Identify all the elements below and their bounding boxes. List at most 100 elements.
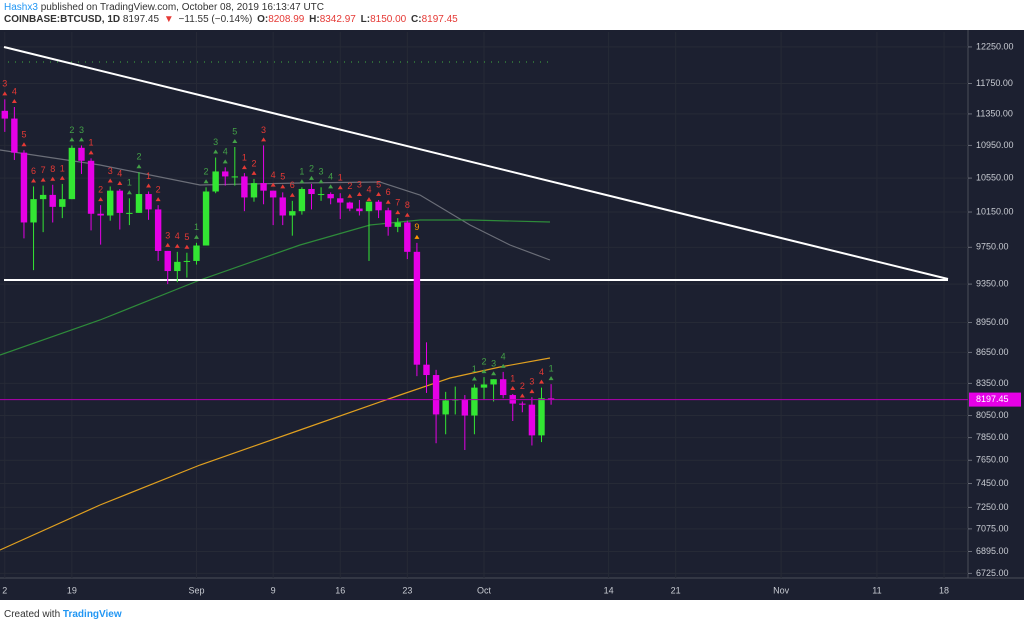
setup-count: 2 bbox=[309, 163, 314, 173]
y-tick-label: 11750.00 bbox=[976, 78, 1013, 88]
candle-body bbox=[164, 250, 171, 272]
setup-marker bbox=[251, 170, 257, 175]
candle-body bbox=[193, 245, 200, 261]
y-tick-label: 8950.00 bbox=[976, 317, 1009, 327]
candle-body bbox=[68, 147, 76, 200]
candle-body bbox=[202, 191, 210, 246]
setup-marker bbox=[50, 176, 56, 181]
setup-count: 4 bbox=[175, 231, 180, 241]
last-price-box bbox=[969, 392, 1021, 407]
setup-count: 1 bbox=[549, 364, 554, 374]
candle-body bbox=[222, 171, 229, 177]
arrow: ▼ bbox=[163, 14, 174, 25]
candle-body bbox=[327, 194, 334, 199]
x-tick-label: Nov bbox=[773, 585, 790, 595]
candle-body bbox=[183, 260, 191, 262]
setup-marker bbox=[174, 243, 180, 248]
candle-body bbox=[1, 110, 8, 119]
y-tick-label: 10550.00 bbox=[976, 172, 1014, 182]
candle-body bbox=[413, 251, 421, 365]
setup-count: 1 bbox=[472, 364, 477, 374]
setup-marker bbox=[548, 376, 554, 381]
setup-marker bbox=[107, 178, 113, 183]
setup-marker bbox=[40, 177, 46, 182]
candle-body bbox=[528, 404, 536, 436]
setup-marker bbox=[404, 212, 410, 217]
setup-marker bbox=[491, 371, 497, 376]
setup-count: 4 bbox=[271, 170, 276, 180]
setup-count: 7 bbox=[395, 197, 400, 207]
y-tick-label: 7075.00 bbox=[976, 523, 1009, 533]
setup-count: 3 bbox=[108, 166, 113, 176]
ma-orange bbox=[0, 357, 551, 551]
setup-count: 1 bbox=[242, 152, 247, 162]
x-tick-label: 23 bbox=[402, 585, 412, 595]
candle-body bbox=[423, 364, 430, 376]
x-tick-label: 9 bbox=[271, 585, 276, 595]
grid bbox=[0, 32, 968, 578]
candle-body bbox=[97, 213, 104, 216]
setup-count: 1 bbox=[127, 178, 132, 188]
setup-marker bbox=[280, 184, 286, 189]
setup-marker bbox=[318, 179, 324, 184]
y-tick-label: 7650.00 bbox=[976, 455, 1009, 465]
o: 8208.99 bbox=[268, 14, 305, 25]
setup-marker bbox=[31, 178, 37, 183]
setup-marker bbox=[241, 165, 247, 170]
candle-body bbox=[298, 188, 306, 212]
author[interactable]: Hashx3 bbox=[4, 2, 38, 13]
candle-body bbox=[250, 183, 258, 198]
setup-marker bbox=[146, 183, 152, 188]
setup-count: 2 bbox=[520, 381, 525, 391]
candle-body bbox=[480, 384, 488, 388]
setup-count: 6 bbox=[31, 166, 36, 176]
setup-count: 2 bbox=[156, 185, 161, 195]
candle-body bbox=[126, 212, 133, 214]
setup-count: 6 bbox=[290, 180, 295, 190]
candle-body bbox=[78, 147, 85, 161]
y-tick-label: 8350.00 bbox=[976, 378, 1009, 388]
setup-count: 8 bbox=[405, 200, 410, 210]
candle-body bbox=[20, 152, 28, 223]
candle-body bbox=[432, 375, 440, 415]
setup-marker bbox=[203, 179, 209, 184]
candle-body bbox=[490, 379, 497, 385]
setup-count: 3 bbox=[261, 125, 266, 135]
setup-count: 3 bbox=[213, 137, 218, 147]
candle-body bbox=[241, 176, 248, 198]
setup-count: 4 bbox=[117, 168, 122, 178]
o-label: O: bbox=[257, 14, 269, 25]
header: Hashx3 published on TradingView.com, Oct… bbox=[4, 2, 460, 26]
setup-count: 5 bbox=[21, 130, 26, 140]
candle-body bbox=[279, 197, 286, 216]
setup-count: 4 bbox=[539, 367, 544, 377]
setup-count: 4 bbox=[328, 172, 333, 182]
setup-count: 4 bbox=[501, 351, 506, 361]
candle-body bbox=[260, 183, 267, 191]
candle-body bbox=[384, 210, 392, 227]
setup-marker bbox=[232, 139, 238, 144]
brand[interactable]: TradingView bbox=[62, 609, 122, 620]
candle-body bbox=[59, 199, 66, 207]
setup-marker bbox=[328, 184, 334, 189]
header-line: Hashx3 published on TradingView.com, Oct… bbox=[4, 2, 460, 14]
y-tick-label: 9350.00 bbox=[976, 278, 1009, 288]
x-tick-label: 16 bbox=[335, 585, 345, 595]
setup-marker bbox=[21, 142, 27, 147]
x-tick-label: 21 bbox=[671, 585, 681, 595]
setup-count: 3 bbox=[165, 230, 170, 240]
candle-body bbox=[404, 222, 411, 252]
y-tick-label: 7850.00 bbox=[976, 432, 1009, 442]
chart-background bbox=[0, 30, 1024, 602]
footer: Created with TradingView bbox=[4, 609, 122, 620]
candle-body bbox=[39, 194, 47, 200]
setup-marker bbox=[471, 376, 477, 381]
setup-marker bbox=[366, 197, 372, 202]
candle-body bbox=[154, 209, 162, 251]
setup-marker bbox=[481, 369, 487, 374]
y-tick-label: 6895.00 bbox=[976, 546, 1009, 556]
candle-body bbox=[116, 190, 124, 213]
setup-marker bbox=[136, 164, 142, 169]
ma-gray bbox=[0, 149, 551, 261]
